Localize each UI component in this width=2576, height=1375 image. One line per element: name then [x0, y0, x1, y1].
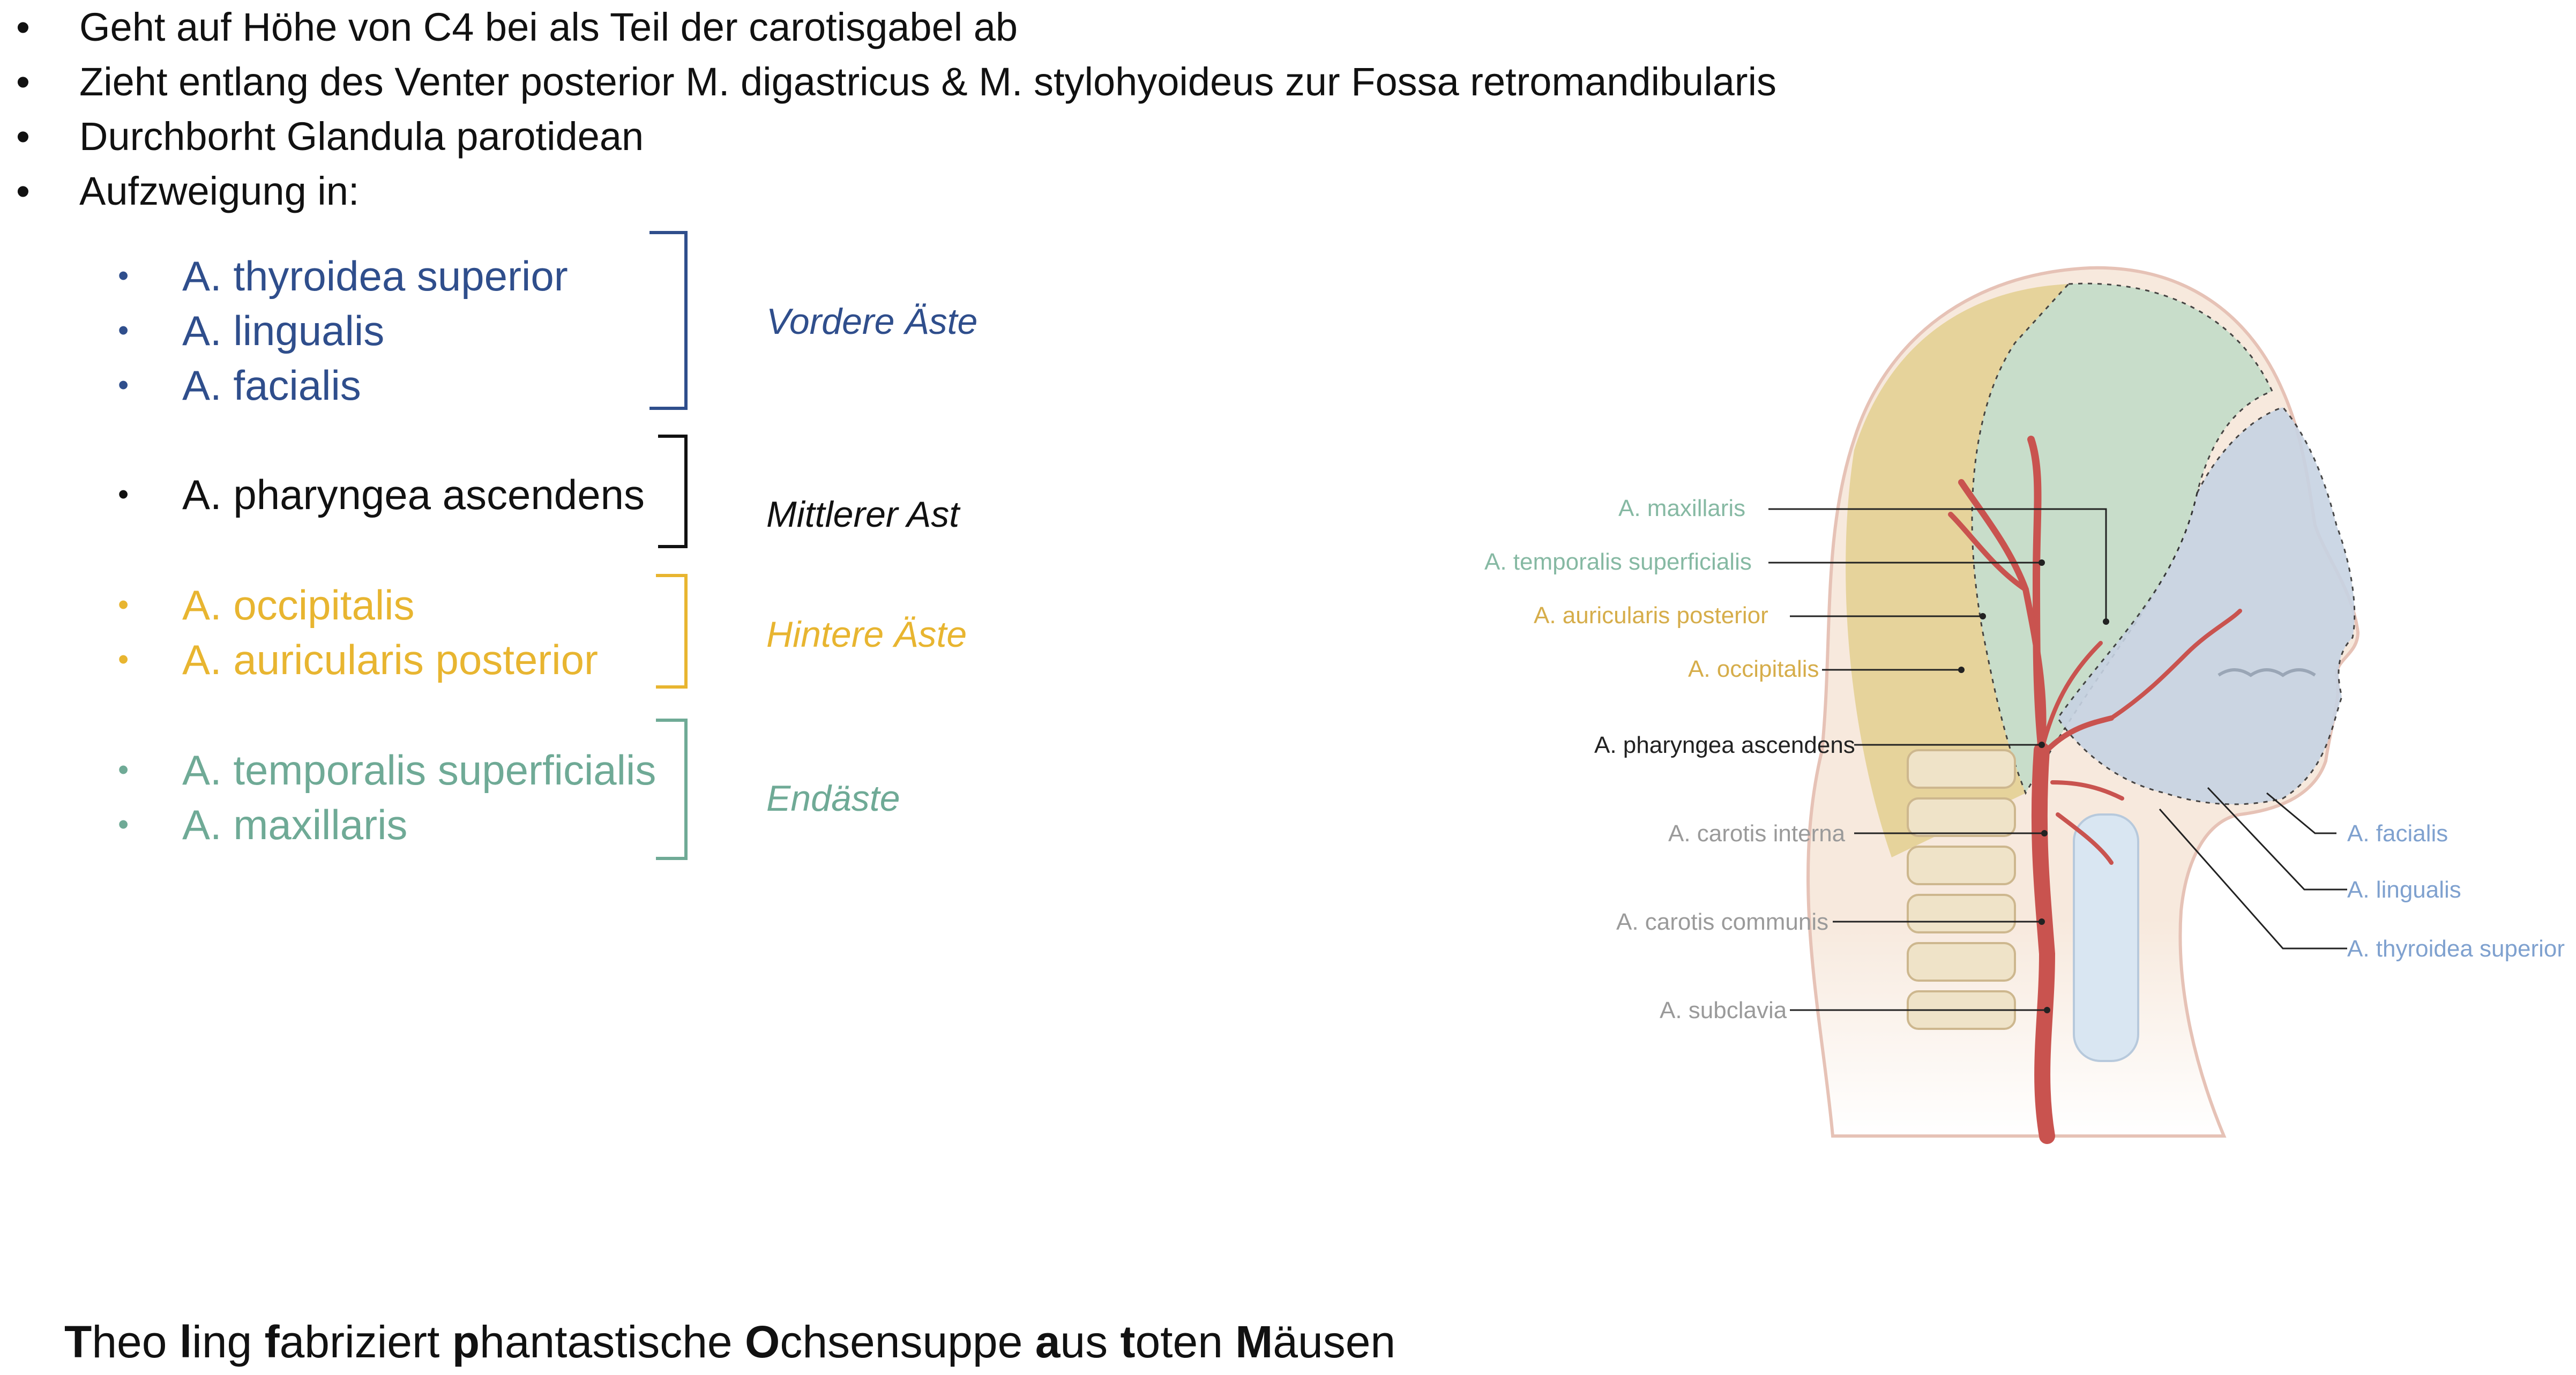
figure-label-thyroidea-superior: A. thyroidea superior — [2347, 936, 2565, 962]
bullet-text: Durchborht Glandula parotidean — [79, 114, 644, 159]
leader-endpoints — [1958, 559, 2109, 1013]
occipital-region — [1846, 284, 2069, 857]
branch-item: A. pharyngea ascendens — [182, 471, 645, 518]
branch-item: A. facialis — [182, 362, 361, 409]
group-bracket — [656, 719, 688, 860]
figure-label-carotis-communis: A. carotis communis — [1616, 909, 1829, 935]
group-bracket — [649, 231, 688, 410]
branch-item: A. maxillaris — [182, 801, 408, 848]
group-bracket — [656, 574, 688, 689]
figure-label-maxillaris: A. maxillaris — [1618, 495, 1746, 521]
group-label: Vordere Äste — [766, 301, 978, 342]
branch-item: A. lingualis — [182, 307, 385, 354]
figure-label-pharyngea-ascendens: A. pharyngea ascendens — [1594, 732, 1855, 758]
group-label: Mittlerer Ast — [766, 494, 960, 535]
figure-label-temporalis-superficialis: A. temporalis superficialis — [1484, 549, 1752, 575]
branch-item: A. thyroidea superior — [182, 252, 568, 300]
head-neck-artery-illustration — [1768, 266, 2360, 1144]
bullet-text: Aufzweigung in: — [79, 169, 360, 213]
figure-label-facialis: A. facialis — [2347, 820, 2448, 847]
figure-label-lingualis: A. lingualis — [2347, 877, 2461, 903]
teeth — [2217, 668, 2316, 677]
group-label: Endäste — [766, 778, 900, 819]
group-bracket — [658, 435, 688, 548]
carotid-artery-tree — [1948, 436, 2242, 1144]
trachea — [2073, 813, 2139, 1062]
leader-lines — [1768, 508, 2347, 1011]
mnemonic-sentence: Theo ling fabriziert phantastische Ochse… — [64, 1317, 1396, 1367]
figure-label-carotis-interna: A. carotis interna — [1668, 820, 1846, 847]
figure-label-auricularis-posterior: A. auricularis posterior — [1534, 602, 1768, 629]
branch-item: A. occipitalis — [182, 581, 415, 629]
figure-label-subclavia: A. subclavia — [1660, 997, 1787, 1023]
branch-item: A. auricularis posterior — [182, 636, 598, 683]
branch-item: A. temporalis superficialis — [182, 746, 656, 794]
bullet-text: Zieht entlang des Venter posterior M. di… — [79, 59, 1777, 104]
bullet-text: Geht auf Höhe von C4 bei als Teil der ca… — [79, 5, 1018, 49]
group-label: Hintere Äste — [766, 614, 967, 655]
figure-label-occipitalis: A. occipitalis — [1688, 656, 1819, 682]
